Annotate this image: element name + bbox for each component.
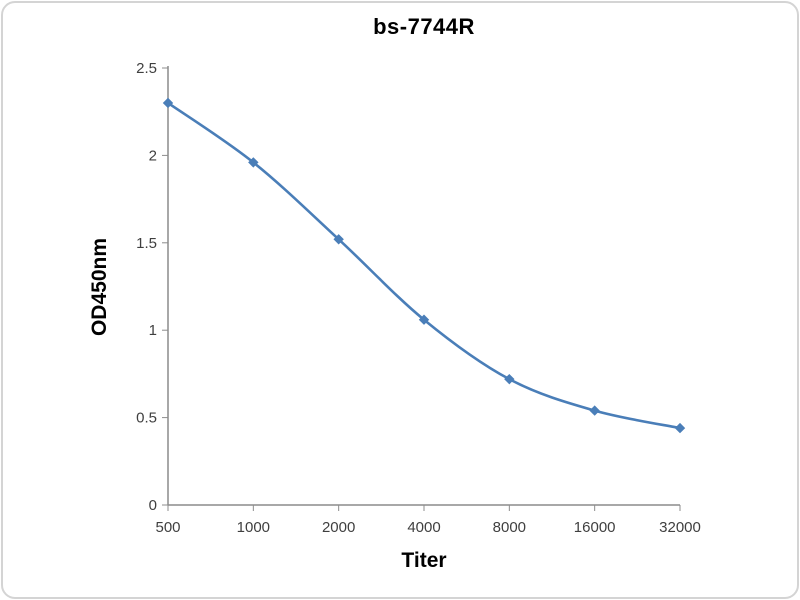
y-tick-label: 2 xyxy=(149,147,157,164)
data-point-marker xyxy=(589,405,600,416)
x-tick-label: 1000 xyxy=(237,519,270,536)
y-tick-label: 1.5 xyxy=(136,235,157,252)
x-tick-label: 8000 xyxy=(493,519,526,536)
data-point-marker xyxy=(418,314,430,325)
data-point-marker xyxy=(248,157,259,168)
x-axis-title: Titer xyxy=(401,549,447,572)
x-tick-label: 500 xyxy=(155,519,180,536)
data-point-marker xyxy=(504,373,515,385)
x-tick-label: 2000 xyxy=(322,519,355,536)
y-tick-label: 2.5 xyxy=(136,60,157,77)
y-tick-label: 1 xyxy=(149,322,157,339)
x-tick-label: 16000 xyxy=(574,519,616,536)
data-point-marker xyxy=(674,422,686,434)
series-line xyxy=(166,101,682,430)
data-point-marker xyxy=(162,97,174,109)
data-point-marker xyxy=(333,234,344,245)
y-tick-label: 0.5 xyxy=(136,410,157,427)
chart-title: bs-7744R xyxy=(373,14,475,39)
x-tick-label: 32000 xyxy=(659,519,701,536)
y-tick-label: 0 xyxy=(149,497,157,514)
x-tick-label: 4000 xyxy=(407,519,440,536)
